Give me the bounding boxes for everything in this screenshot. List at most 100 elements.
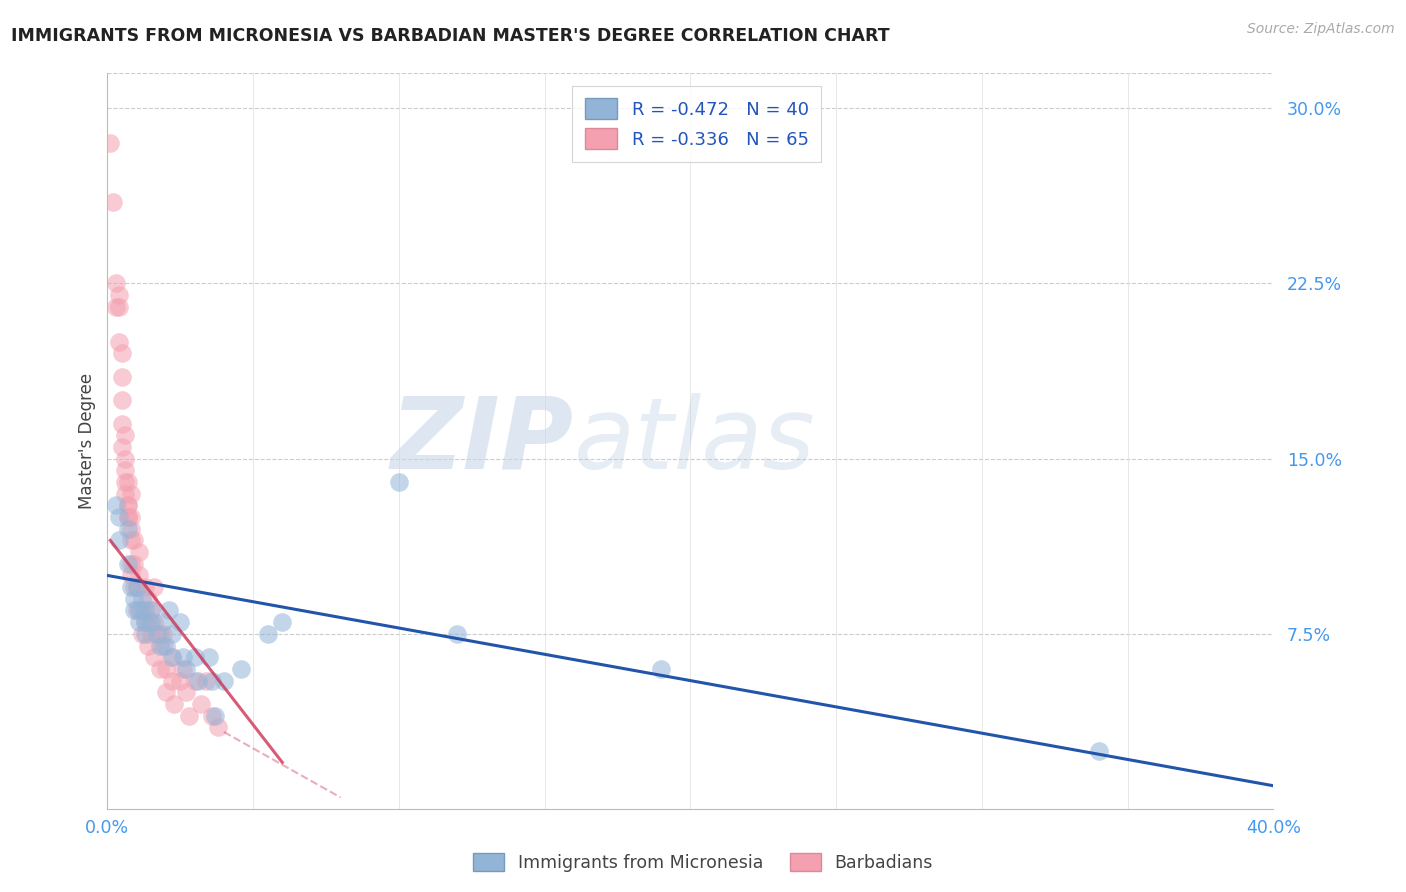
Point [134,615,156,630]
Point [446,627,468,641]
Point [98,136,121,150]
Point [172,662,194,676]
Point [136,639,159,653]
Point [271,615,294,630]
Point [195,673,218,688]
Point [198,650,221,665]
Point [256,627,278,641]
Legend: Immigrants from Micronesia, Barbadians: Immigrants from Micronesia, Barbadians [465,847,941,879]
Point [108,334,131,349]
Point [160,627,183,641]
Point [169,615,191,630]
Point [143,615,166,630]
Point [111,417,134,431]
Point [136,615,159,630]
Point [143,580,166,594]
Point [149,662,172,676]
Point [174,685,197,699]
Point [184,650,207,665]
Point [139,627,162,641]
Point [125,603,148,617]
Point [114,463,136,477]
Point [122,580,145,594]
Point [122,603,145,617]
Point [103,194,125,209]
Point [212,673,235,688]
Point [120,568,142,582]
Point [207,720,229,734]
Text: Source: ZipAtlas.com: Source: ZipAtlas.com [1247,22,1395,37]
Point [169,673,191,688]
Point [117,522,139,536]
Point [114,428,136,442]
Point [128,545,150,559]
Point [111,440,134,454]
Point [155,662,177,676]
Point [201,673,224,688]
Point [149,627,172,641]
Point [131,591,153,606]
Point [174,662,197,676]
Point [157,603,180,617]
Legend: R = -0.472   N = 40, R = -0.336   N = 65: R = -0.472 N = 40, R = -0.336 N = 65 [572,86,821,161]
Point [134,603,156,617]
Point [152,639,174,653]
Point [155,685,177,699]
Point [149,639,172,653]
Point [125,580,148,594]
Text: IMMIGRANTS FROM MICRONESIA VS BARBADIAN MASTER'S DEGREE CORRELATION CHART: IMMIGRANTS FROM MICRONESIA VS BARBADIAN … [11,27,890,45]
Point [117,499,139,513]
Point [120,557,142,571]
Point [131,627,153,641]
Point [152,627,174,641]
Point [172,650,194,665]
Point [187,673,209,688]
Text: ZIP: ZIP [391,392,574,490]
Point [122,591,145,606]
Point [177,708,200,723]
Point [105,499,128,513]
Point [160,650,183,665]
Point [139,603,162,617]
Point [650,662,672,676]
Y-axis label: Master's Degree: Master's Degree [79,373,96,509]
Point [139,603,162,617]
Point [117,499,139,513]
Point [120,533,142,548]
Point [190,697,212,711]
Point [134,615,156,630]
Point [111,393,134,408]
Point [155,639,177,653]
Point [146,627,169,641]
Point [204,708,226,723]
Point [111,346,134,360]
Point [114,475,136,489]
Point [128,603,150,617]
Point [163,697,186,711]
Point [105,300,128,314]
Point [201,708,224,723]
Point [143,650,166,665]
Point [134,580,156,594]
Point [160,673,183,688]
Point [160,650,183,665]
Point [131,603,153,617]
Point [128,568,150,582]
Point [114,451,136,466]
Point [125,580,148,594]
Point [128,615,150,630]
Point [120,580,142,594]
Text: atlas: atlas [574,392,815,490]
Point [108,533,131,548]
Point [108,510,131,524]
Point [231,662,253,676]
Point [134,627,156,641]
Point [122,533,145,548]
Point [184,673,207,688]
Point [108,288,131,302]
Point [117,557,139,571]
Point [152,615,174,630]
Point [114,486,136,500]
Point [117,510,139,524]
Point [120,510,142,524]
